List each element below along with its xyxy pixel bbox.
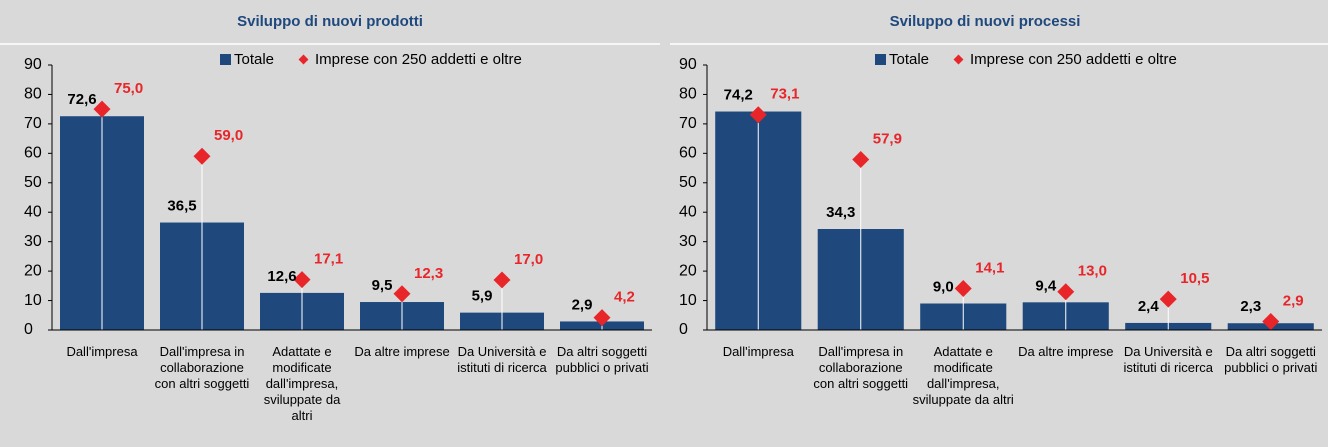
value-label: 17,0	[514, 251, 543, 268]
value-label: 9,5	[372, 277, 393, 294]
diamond-marker	[1159, 290, 1177, 308]
x-tick-label: Adattate e modificate dall'impresa, svil…	[912, 344, 1014, 407]
y-tick-label: 0	[24, 321, 33, 338]
x-tick-label-box: Da altri soggetti pubblici o privati	[555, 344, 649, 375]
value-label: 2,3	[1240, 298, 1261, 315]
legend-label: Totale	[234, 51, 274, 68]
y-tick-label: 0	[679, 321, 688, 338]
x-tick-label: Da altre imprese	[1018, 344, 1114, 359]
x-tick-label-box: Da altre imprese	[354, 344, 450, 359]
legend-swatch	[875, 54, 886, 65]
y-tick-label: 10	[24, 292, 42, 309]
diamond-marker	[852, 151, 870, 169]
value-label: 9,4	[1035, 277, 1057, 294]
x-tick-label-box: Adattate e modificate dall'impresa, svil…	[263, 344, 341, 423]
x-tick-label: Da altri soggetti pubblici o privati	[1224, 344, 1318, 375]
legend-swatch	[220, 54, 231, 65]
legend-swatch	[953, 54, 964, 65]
x-tick-label-box: Da Università e istituti di ricerca	[457, 344, 547, 375]
diamond-marker	[593, 309, 611, 327]
y-tick-label: 30	[679, 233, 697, 250]
value-label: 57,9	[873, 130, 902, 147]
value-label: 34,3	[826, 204, 855, 221]
diamond-marker	[493, 271, 511, 289]
x-tick-label-box: Dall'impresa in collaborazione con altri…	[154, 344, 250, 391]
x-tick-label-box: Adattate e modificate dall'impresa, svil…	[912, 344, 1014, 407]
diamond-marker	[393, 285, 411, 303]
value-label: 4,2	[614, 289, 635, 306]
value-label: 72,6	[67, 91, 96, 108]
value-label: 75,0	[114, 80, 143, 97]
y-tick-label: 50	[24, 174, 42, 191]
value-label: 74,2	[724, 86, 753, 103]
value-label: 2,9	[1283, 292, 1304, 309]
x-tick-label-box: Dall'impresa in collaborazione con altri…	[813, 344, 909, 391]
legend-label: Imprese con 250 addetti e oltre	[970, 51, 1177, 68]
y-tick-label: 30	[24, 233, 42, 250]
x-tick-label: Dall'impresa in collaborazione con altri…	[154, 344, 250, 391]
value-label: 12,3	[414, 265, 443, 282]
y-tick-label: 60	[24, 145, 42, 162]
x-tick-label: Dall'impresa	[66, 344, 138, 359]
y-tick-label: 50	[679, 174, 697, 191]
x-tick-label: Dall'impresa in collaborazione con altri…	[813, 344, 909, 391]
value-label: 59,0	[214, 127, 243, 144]
value-label: 10,5	[1180, 270, 1209, 287]
x-tick-label-box: Da altri soggetti pubblici o privati	[1224, 344, 1318, 375]
y-tick-label: 80	[24, 86, 42, 103]
y-tick-label: 40	[24, 203, 42, 220]
y-tick-label: 70	[679, 115, 697, 132]
chart-title: Sviluppo di nuovi processi	[890, 13, 1081, 30]
y-tick-label: 20	[679, 262, 697, 279]
legend-label: Totale	[889, 51, 929, 68]
x-tick-label-box: Da altre imprese	[1018, 344, 1114, 359]
value-label: 36,5	[167, 197, 196, 214]
value-label: 13,0	[1078, 263, 1107, 280]
x-tick-label: Da Università e istituti di ricerca	[457, 344, 547, 375]
value-label: 12,6	[267, 268, 296, 285]
value-label: 9,0	[933, 278, 954, 295]
legend-label: Imprese con 250 addetti e oltre	[315, 51, 522, 68]
x-tick-label-box: Dall'impresa	[66, 344, 138, 359]
value-label: 17,1	[314, 251, 343, 268]
x-tick-label: Adattate e modificate dall'impresa, svil…	[263, 344, 341, 423]
diamond-marker	[749, 106, 767, 124]
diamond-marker	[1057, 283, 1075, 301]
y-tick-label: 20	[24, 262, 42, 279]
y-tick-label: 60	[679, 145, 697, 162]
diamond-marker	[93, 100, 111, 118]
x-tick-label: Da Università e istituti di ricerca	[1123, 344, 1214, 375]
y-tick-label: 70	[24, 115, 42, 132]
diamond-marker	[193, 147, 211, 165]
y-tick-label: 10	[679, 292, 697, 309]
x-tick-label: Da altri soggetti pubblici o privati	[555, 344, 649, 375]
y-tick-label: 80	[679, 86, 697, 103]
y-tick-label: 90	[24, 56, 42, 73]
x-tick-label: Da altre imprese	[354, 344, 450, 359]
x-tick-label: Dall'impresa	[722, 344, 794, 359]
value-label: 73,1	[770, 86, 799, 103]
x-tick-label-box: Dall'impresa	[722, 344, 794, 359]
x-tick-label-box: Da Università e istituti di ricerca	[1123, 344, 1214, 375]
value-label: 5,9	[472, 288, 493, 305]
chart-title: Sviluppo di nuovi prodotti	[237, 13, 423, 30]
value-label: 14,1	[975, 259, 1004, 276]
value-label: 2,9	[572, 296, 593, 313]
y-tick-label: 90	[679, 56, 697, 73]
diamond-marker	[954, 279, 972, 297]
y-tick-label: 40	[679, 203, 697, 220]
legend-swatch	[298, 54, 309, 65]
value-label: 2,4	[1138, 298, 1160, 315]
diamond-marker	[293, 271, 311, 289]
